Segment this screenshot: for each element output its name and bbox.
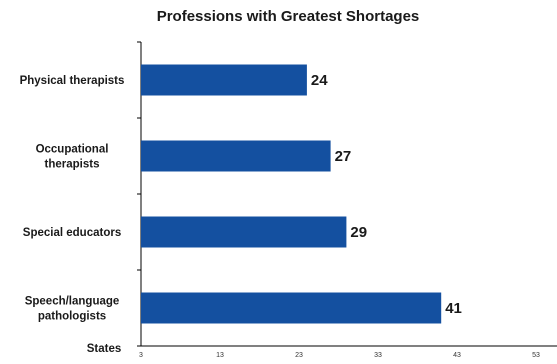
value-labels: 24 27 29 41 bbox=[311, 72, 462, 317]
category-label-line: Special educators bbox=[23, 227, 121, 239]
bar bbox=[141, 64, 307, 96]
value-label: 29 bbox=[350, 224, 367, 241]
category-label-line: pathologists bbox=[38, 311, 106, 323]
value-label: 27 bbox=[335, 148, 352, 165]
category-labels: Physical therapists Occupational therapist… bbox=[20, 75, 125, 323]
category-label-line: Occupational bbox=[36, 144, 109, 156]
chart-title: Professions with Greatest Shortages bbox=[157, 8, 420, 25]
x-tick-label: 23 bbox=[295, 352, 303, 359]
x-tick-labels: 3 13 23 33 43 53 bbox=[139, 352, 540, 359]
x-tick-label: 33 bbox=[374, 352, 382, 359]
x-axis-label: States bbox=[87, 343, 122, 355]
category-label-line: Speech/language bbox=[25, 296, 120, 308]
x-tick-label: 43 bbox=[453, 352, 461, 359]
category-label: Physical therapists bbox=[20, 75, 125, 87]
x-tick-label: 13 bbox=[216, 352, 224, 359]
category-label-line: Physical therapists bbox=[20, 75, 125, 87]
category-label: Occupational therapists bbox=[36, 144, 109, 171]
category-label: Speech/language pathologists bbox=[25, 296, 120, 323]
chart-bars bbox=[141, 64, 442, 324]
category-label-line: therapists bbox=[45, 159, 100, 171]
x-tick-label: 53 bbox=[532, 352, 540, 359]
category-label: Special educators bbox=[23, 227, 121, 239]
value-label: 24 bbox=[311, 72, 328, 89]
bar bbox=[141, 140, 331, 172]
bar bbox=[141, 292, 442, 324]
value-label: 41 bbox=[445, 300, 462, 317]
x-tick-label: 3 bbox=[139, 352, 143, 359]
bar bbox=[141, 216, 347, 248]
